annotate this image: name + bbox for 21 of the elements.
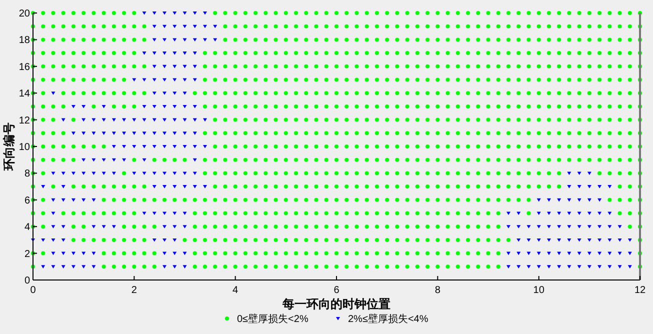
x-tick-label: 10	[533, 285, 545, 296]
y-tick-label: 20	[18, 8, 30, 20]
x-axis-title: 每一环向的时钟位置	[282, 297, 390, 311]
y-axis-title: 环向编号	[2, 122, 16, 172]
y-tick-label: 16	[18, 62, 30, 73]
legend-label: 2%≤壁厚损失<4%	[348, 313, 428, 325]
y-tick-label: 4	[24, 222, 30, 234]
y-tick-label: 6	[24, 195, 30, 206]
x-tick-label: 12	[634, 285, 646, 296]
x-tick-label: 8	[434, 285, 441, 296]
legend-label: 0≤壁厚损失<2%	[237, 313, 308, 325]
y-tick-label: 18	[18, 35, 30, 46]
x-tick-label: 2	[131, 285, 138, 296]
y-tick-label: 12	[18, 115, 30, 126]
y-tick-label: 2	[24, 248, 30, 260]
y-tick-label: 14	[18, 88, 30, 100]
y-tick-label: 10	[18, 142, 30, 153]
y-tick-label: 8	[24, 168, 30, 180]
y-tick-label: 0	[24, 276, 30, 286]
x-tick-label: 6	[334, 285, 340, 296]
x-tick-label: 4	[232, 285, 239, 296]
